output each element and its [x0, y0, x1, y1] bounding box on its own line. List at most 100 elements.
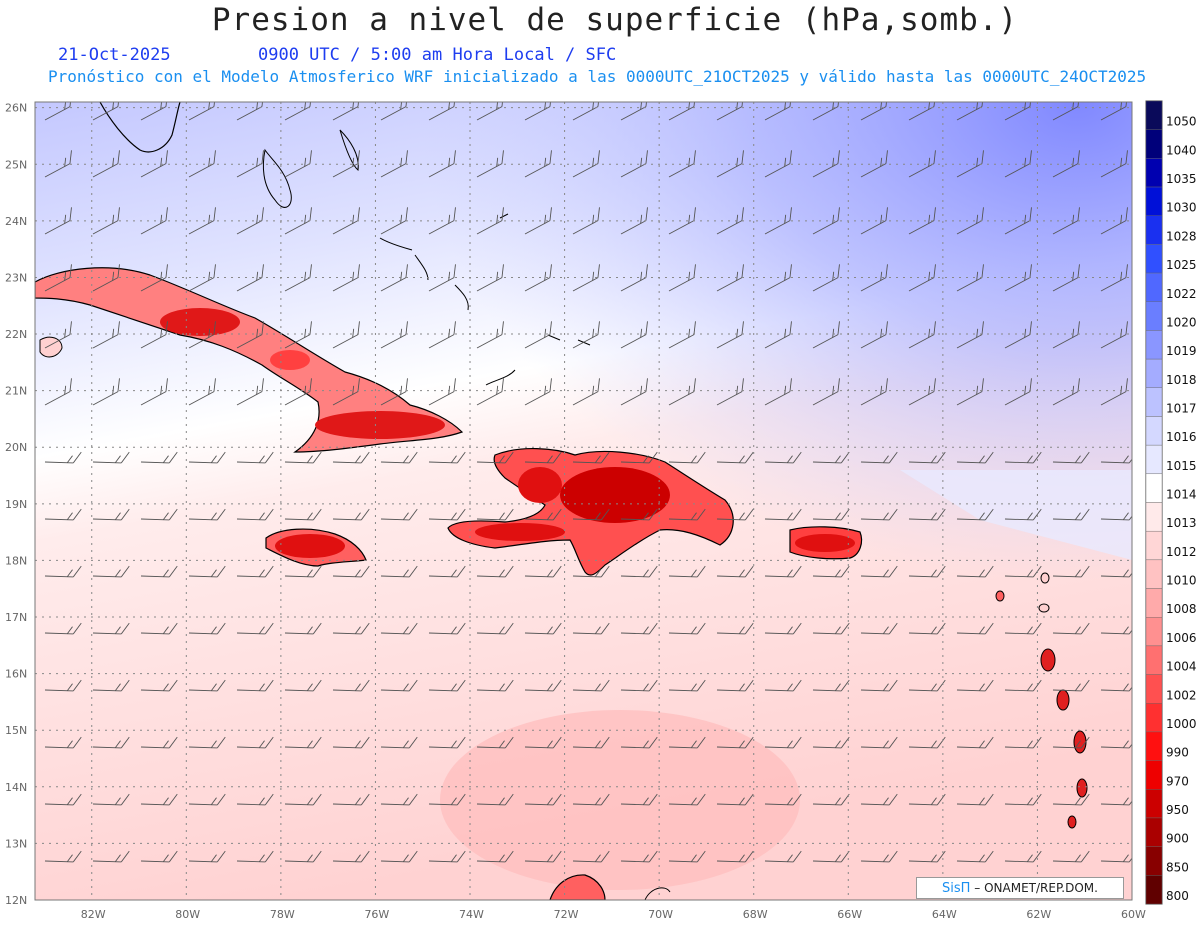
colorbar-swatch	[1145, 330, 1163, 360]
wind-barb	[668, 793, 706, 806]
wind-barb	[716, 793, 754, 806]
wind-barb	[524, 207, 552, 235]
wind-barb	[428, 207, 456, 235]
wind-barb	[284, 850, 322, 863]
lon-label: 74W	[459, 908, 484, 921]
wind-barb	[188, 321, 216, 349]
wind-barb	[1100, 264, 1128, 292]
wind-barb	[428, 679, 466, 692]
wind-barb	[860, 736, 898, 749]
credit-box: SisΠ – ONAMET/REP.DOM.	[916, 877, 1124, 899]
lat-label: 22N	[5, 328, 27, 341]
wind-barb	[236, 508, 274, 521]
wind-barb	[284, 679, 322, 692]
colorbar-level-label: 970	[1166, 774, 1189, 788]
colorbar-level-label: 1022	[1166, 287, 1197, 301]
wind-barb	[284, 378, 312, 406]
wind-barb	[188, 736, 226, 749]
wind-barb	[476, 679, 514, 692]
wind-barb	[764, 622, 802, 635]
wind-barb	[956, 150, 984, 178]
wind-barb	[476, 565, 514, 578]
wind-barb	[332, 207, 360, 235]
wind-barb	[572, 622, 610, 635]
map-frame	[34, 101, 1133, 901]
wind-barb	[812, 565, 850, 578]
wind-barb	[572, 793, 610, 806]
wind-barb	[956, 565, 994, 578]
wind-barb	[1052, 793, 1090, 806]
wind-barb	[44, 679, 82, 692]
wind-barb	[524, 264, 552, 292]
colorbar-swatch	[1145, 617, 1163, 647]
wind-barb	[524, 150, 552, 178]
wind-barb	[956, 508, 994, 521]
colorbar-level-label: 850	[1166, 860, 1189, 874]
colorbar-swatch	[1145, 186, 1163, 216]
wind-barb	[956, 264, 984, 292]
wind-barb	[1052, 451, 1090, 464]
wind-barb	[188, 378, 216, 406]
lon-label: 78W	[270, 908, 295, 921]
wind-barb	[44, 207, 72, 235]
wind-barb	[188, 679, 226, 692]
colorbar-swatch	[1145, 703, 1163, 733]
wind-barb	[716, 736, 754, 749]
colorbar-swatch	[1145, 244, 1163, 274]
wind-barb	[332, 264, 360, 292]
wind-barb	[908, 565, 946, 578]
wind-barb	[428, 736, 466, 749]
wind-barb	[380, 321, 408, 349]
colorbar-swatch	[1145, 301, 1163, 331]
wind-barb	[1004, 321, 1032, 349]
wind-barb	[44, 565, 82, 578]
colorbar-swatch	[1145, 358, 1163, 388]
wind-barb	[860, 150, 888, 178]
wind-barb	[764, 264, 792, 292]
wind-barb	[476, 793, 514, 806]
wind-barb	[812, 622, 850, 635]
colorbar-swatch	[1145, 530, 1163, 561]
wind-barb	[1004, 793, 1042, 806]
wind-barb	[428, 150, 456, 178]
wind-barb	[572, 451, 610, 464]
wind-barb	[908, 207, 936, 235]
wind-barb	[332, 793, 370, 806]
sispi-logo: SisΠ	[942, 881, 971, 896]
wind-barb	[572, 207, 600, 235]
wind-barb	[812, 150, 840, 178]
wind-barb	[860, 679, 898, 692]
wind-barb	[380, 850, 418, 863]
lon-label: 66W	[837, 908, 862, 921]
wind-barb	[812, 508, 850, 521]
wind-barb	[188, 622, 226, 635]
wind-barb	[668, 736, 706, 749]
wind-barb	[716, 150, 744, 178]
wind-barb	[716, 321, 744, 349]
wind-barb	[956, 622, 994, 635]
wind-barb	[956, 451, 994, 464]
wind-barb	[92, 793, 130, 806]
lat-label: 24N	[5, 215, 27, 228]
wind-barb	[332, 508, 370, 521]
wind-barb	[860, 622, 898, 635]
wind-barb	[476, 150, 504, 178]
colorbar-level-label: 1016	[1166, 430, 1197, 444]
colorbar-level-label: 1028	[1166, 229, 1197, 243]
wind-barb	[1004, 264, 1032, 292]
colorbar-swatch	[1145, 588, 1163, 618]
wind-barb	[956, 736, 994, 749]
wind-barb	[620, 736, 658, 749]
lon-label: 70W	[648, 908, 673, 921]
lat-label: 23N	[5, 271, 27, 284]
wind-barb	[668, 207, 696, 235]
wind-barb	[716, 850, 754, 863]
wind-barb	[380, 793, 418, 806]
wind-barb	[476, 736, 514, 749]
wind-barb	[236, 793, 274, 806]
wind-barb	[1004, 850, 1042, 863]
wind-barb	[908, 264, 936, 292]
wind-barb	[956, 321, 984, 349]
wind-barb	[140, 793, 178, 806]
